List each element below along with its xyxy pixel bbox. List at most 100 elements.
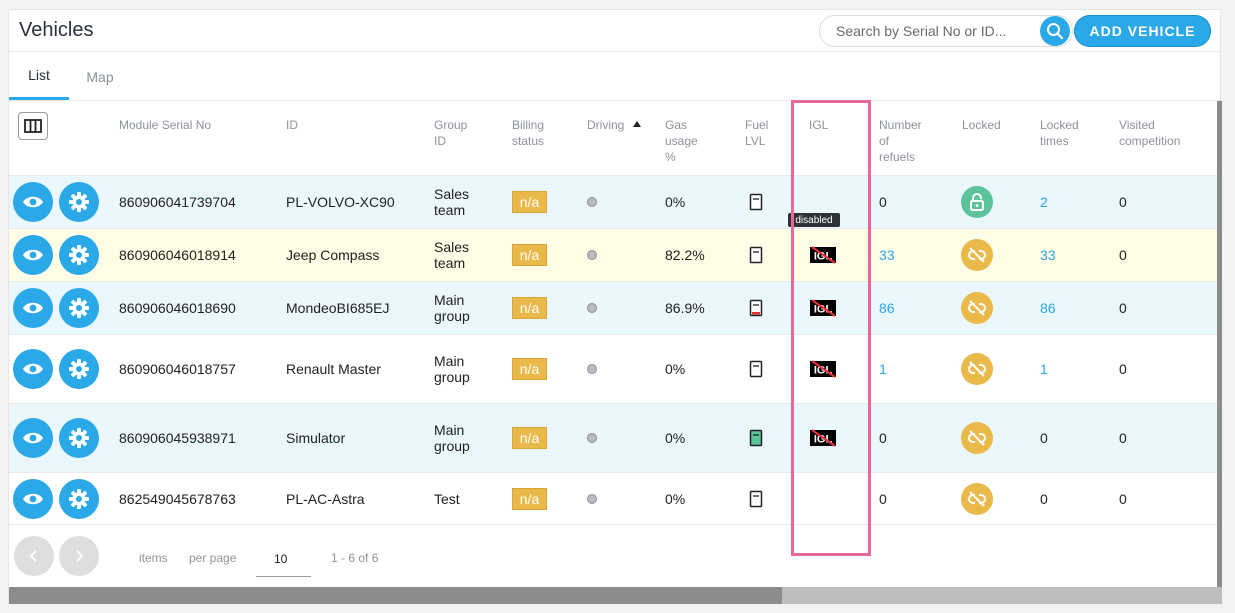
driving-status-dot xyxy=(587,197,597,207)
unlinked-icon xyxy=(968,490,986,507)
search-button[interactable] xyxy=(1040,16,1070,46)
per-page-input[interactable] xyxy=(256,541,311,577)
fuel-level-full-icon xyxy=(749,429,763,447)
refuels-link[interactable]: 33 xyxy=(879,247,895,263)
gear-icon xyxy=(69,298,89,318)
col-header-gas-l1: Gas xyxy=(665,118,688,132)
col-header-visited[interactable]: Visited competition xyxy=(1119,117,1180,149)
lock-status[interactable] xyxy=(961,482,993,515)
eye-icon xyxy=(23,302,43,314)
search-input[interactable] xyxy=(819,15,1073,47)
per-page-label: per page xyxy=(189,551,237,565)
locked-times-link[interactable]: 86 xyxy=(1040,300,1056,316)
gear-icon xyxy=(69,192,89,212)
group-cell-l2: group xyxy=(434,438,470,454)
settings-button[interactable] xyxy=(59,288,99,328)
locked-times-link[interactable]: 33 xyxy=(1040,247,1056,263)
add-vehicle-button[interactable]: ADD VEHICLE xyxy=(1074,15,1211,47)
lock-status[interactable] xyxy=(961,239,993,271)
igl-tooltip: disabled xyxy=(788,213,840,227)
locked-times-link[interactable]: 2 xyxy=(1040,194,1048,210)
table-row: 860906046018914 Jeep Compass Sales team n… xyxy=(9,228,1217,281)
next-page-button[interactable] xyxy=(59,536,99,576)
vehicles-panel: Vehicles ADD VEHICLE List Map Module Ser… xyxy=(8,9,1222,604)
vertical-scrollbar[interactable] xyxy=(1217,101,1222,587)
col-header-fuel[interactable]: Fuel LVL xyxy=(745,117,768,149)
lock-status[interactable] xyxy=(961,353,993,385)
view-button[interactable] xyxy=(13,478,53,519)
settings-button[interactable] xyxy=(59,349,99,389)
unlinked-icon xyxy=(968,247,986,263)
col-header-locked[interactable]: Locked xyxy=(962,118,1001,132)
lock-status[interactable] xyxy=(961,422,993,454)
settings-button[interactable] xyxy=(59,182,99,222)
view-button[interactable] xyxy=(13,288,53,328)
serial-cell: 860906046018690 xyxy=(119,300,236,316)
serial-cell: 860906041739704 xyxy=(119,194,236,210)
table-row: 860906046018690 MondeoBI685EJ Main group … xyxy=(9,281,1217,334)
group-cell-l1: Sales xyxy=(434,239,470,255)
lock-status[interactable] xyxy=(961,186,993,218)
prev-page-button[interactable] xyxy=(14,536,54,576)
tab-list[interactable]: List xyxy=(9,53,69,100)
col-header-group[interactable]: Group ID xyxy=(434,117,467,149)
igl-disabled-icon[interactable]: IGL xyxy=(810,360,836,378)
fuel-level-icon xyxy=(749,360,763,378)
svg-text:IGL: IGL xyxy=(814,304,833,316)
billing-badge: n/a xyxy=(512,358,547,380)
view-button[interactable] xyxy=(13,349,53,389)
col-header-refuels[interactable]: Number of refuels xyxy=(879,117,922,165)
billing-badge: n/a xyxy=(512,487,547,510)
refuels-link[interactable]: 1 xyxy=(879,361,887,377)
visited-cell: 0 xyxy=(1119,430,1127,446)
col-header-locked-times[interactable]: Locked times xyxy=(1040,117,1079,149)
refuels-link[interactable]: 86 xyxy=(879,300,895,316)
group-cell-l2: group xyxy=(434,369,470,385)
col-header-driving[interactable]: Driving xyxy=(587,117,642,133)
visited-cell: 0 xyxy=(1119,490,1127,507)
id-cell: PL-AC-Astra xyxy=(286,490,365,507)
gear-icon xyxy=(69,428,89,448)
col-header-gas[interactable]: Gas usage% xyxy=(665,117,698,165)
view-button[interactable] xyxy=(13,182,53,222)
horizontal-scrollbar-thumb[interactable] xyxy=(9,587,782,604)
billing-badge: n/a xyxy=(512,297,547,319)
group-cell-l1: Main xyxy=(434,292,465,308)
col-header-refuels-l3: refuels xyxy=(879,150,916,164)
lock-status[interactable] xyxy=(961,292,993,324)
gear-icon xyxy=(69,488,89,509)
igl-disabled-icon[interactable]: IGL xyxy=(810,429,836,447)
igl-disabled-icon[interactable]: IGL xyxy=(810,299,836,317)
driving-status-dot xyxy=(587,250,597,260)
column-settings-button[interactable] xyxy=(18,112,48,140)
visited-cell: 0 xyxy=(1119,300,1127,316)
svg-text:IGL: IGL xyxy=(814,434,833,446)
col-header-locked-times-l1: Locked xyxy=(1040,118,1079,132)
col-header-id[interactable]: ID xyxy=(286,118,298,132)
col-header-refuels-l2: of xyxy=(879,134,890,148)
settings-button[interactable] xyxy=(59,235,99,275)
col-header-gas-l2: usage xyxy=(665,134,698,148)
billing-badge: n/a xyxy=(512,191,547,213)
col-header-igl[interactable]: IGL xyxy=(809,118,829,132)
col-header-serial[interactable]: Module Serial No xyxy=(119,118,212,132)
group-cell-l2: team xyxy=(434,255,466,271)
chevron-left-icon xyxy=(29,550,37,562)
col-header-billing[interactable]: Billing status xyxy=(512,117,544,149)
visited-cell: 0 xyxy=(1119,194,1127,210)
sort-asc-icon xyxy=(632,121,641,127)
eye-icon xyxy=(23,493,43,504)
locked-times-link[interactable]: 1 xyxy=(1040,361,1048,377)
settings-button[interactable] xyxy=(59,478,99,519)
visited-cell: 0 xyxy=(1119,361,1127,377)
tab-map[interactable]: Map xyxy=(86,68,114,85)
settings-button[interactable] xyxy=(59,418,99,458)
svg-text:IGL: IGL xyxy=(814,365,833,377)
igl-disabled-icon[interactable]: IGL xyxy=(810,246,836,264)
horizontal-scrollbar[interactable] xyxy=(9,587,1222,604)
view-button[interactable] xyxy=(13,418,53,458)
col-header-group-l2: ID xyxy=(434,134,446,148)
gas-usage-cell: 0% xyxy=(665,194,686,210)
view-button[interactable] xyxy=(13,235,53,275)
chevron-right-icon xyxy=(76,550,84,562)
